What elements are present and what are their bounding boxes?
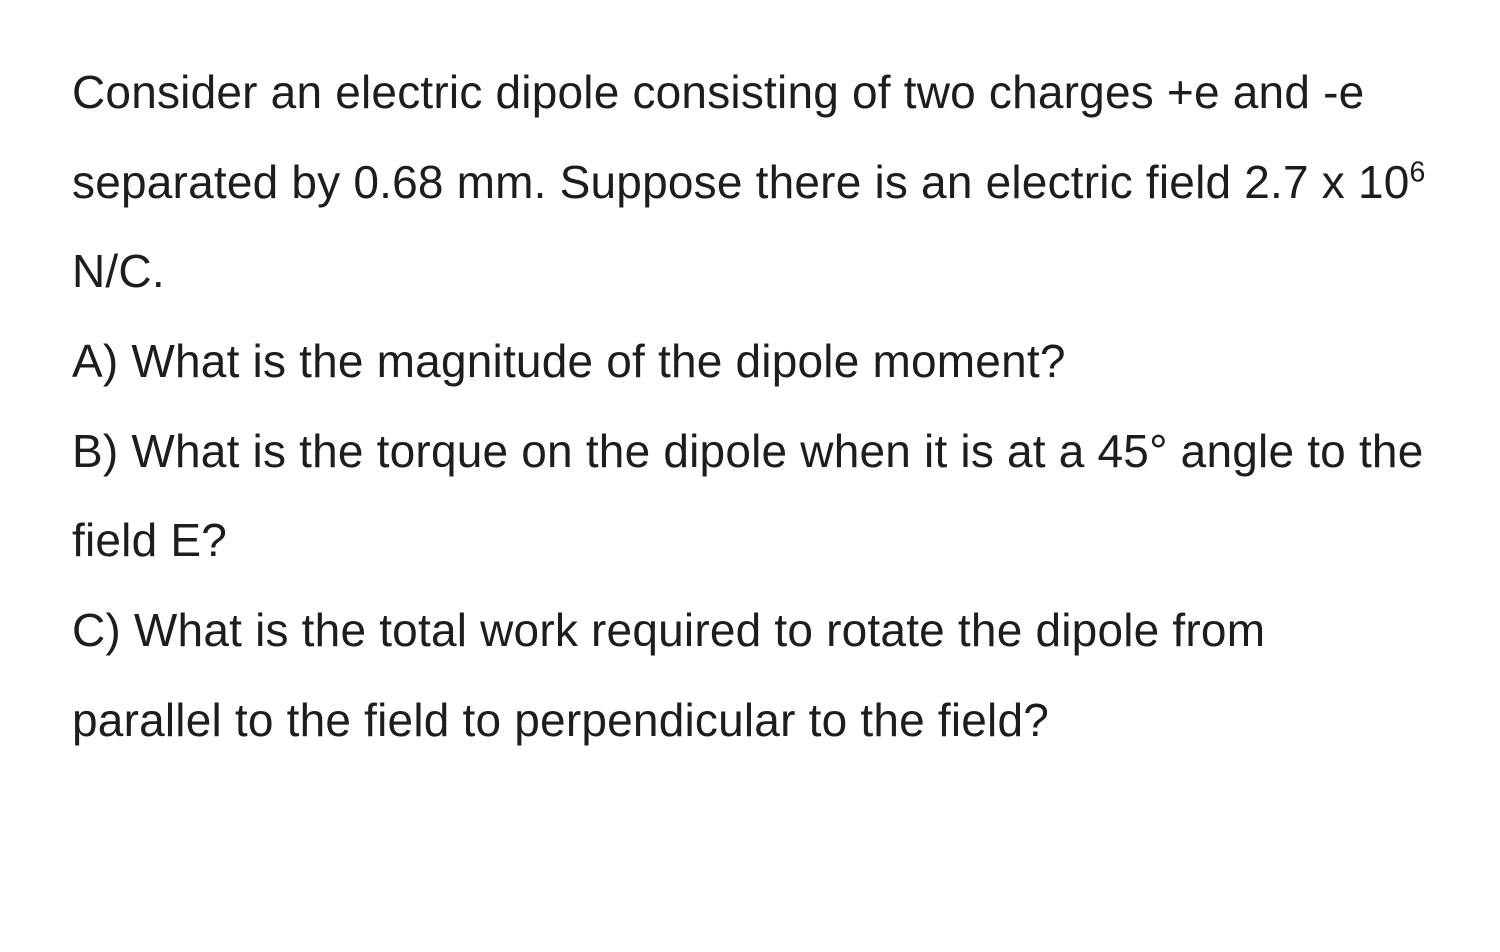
intro-exponent: 6 — [1410, 156, 1426, 188]
intro-text-part1: Consider an electric dipole consisting o… — [72, 66, 1410, 208]
intro-text-part2: N/C. — [72, 245, 165, 297]
intro-paragraph: Consider an electric dipole consisting o… — [72, 48, 1428, 317]
part-c: C) What is the total work required to ro… — [72, 586, 1428, 765]
part-b-text: What is the torque on the dipole when it… — [72, 425, 1424, 567]
part-a-label: A) — [72, 335, 118, 387]
page: Consider an electric dipole consisting o… — [0, 0, 1500, 952]
part-b-label: B) — [72, 425, 118, 477]
problem-statement: Consider an electric dipole consisting o… — [72, 48, 1428, 766]
part-a: A) What is the magnitude of the dipole m… — [72, 317, 1428, 407]
part-b: B) What is the torque on the dipole when… — [72, 407, 1428, 586]
part-a-text: What is the magnitude of the dipole mome… — [118, 335, 1065, 387]
part-c-text: What is the total work required to rotat… — [72, 604, 1265, 746]
part-c-label: C) — [72, 604, 121, 656]
